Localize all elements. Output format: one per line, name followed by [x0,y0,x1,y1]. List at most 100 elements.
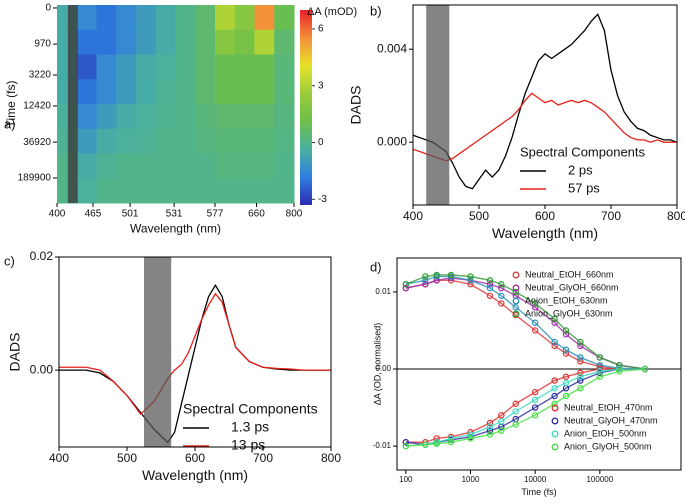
data-point [402,281,410,288]
y-tick-label: 0.000 [377,134,407,148]
data-point [577,377,584,384]
data-point [512,304,519,311]
heatmap-cell [116,178,137,204]
colorbar [300,10,312,205]
series-line [59,284,331,444]
heatmap-cell [96,79,117,105]
heatmap-cell [215,153,236,179]
data-point [467,277,474,284]
heatmap-cell [116,29,137,55]
heatmap-cell [175,79,196,105]
y-tick-label: 12420 [23,101,51,112]
fit-line [405,368,646,447]
heatmap-cell [175,29,196,55]
heatmap-cell [116,153,137,179]
heatmap-cell [175,178,196,204]
data-point [577,338,584,346]
data-point [551,392,558,400]
heatmap-cell [215,29,236,55]
data-point [531,327,539,334]
data-point [486,423,494,431]
legend-label: Neutral_EtOH_470nm [564,402,653,412]
heatmap-cell [96,178,117,204]
data-point [447,271,455,279]
fit-line [405,277,646,370]
y-tick-label: 0.004 [377,41,407,55]
data-point [467,273,474,280]
heatmap-cell [116,79,137,105]
heatmap-cell [195,29,216,55]
x-tick-label: 500 [117,451,137,465]
data-point [551,377,558,384]
x-tick-label: 1000 [462,475,480,484]
shaded-band [144,257,172,447]
heatmap-cell [155,128,176,154]
data-point [512,400,519,407]
heatmap-cell [234,29,255,55]
data-point [467,435,474,442]
x-tick-label: 577 [207,209,224,220]
heatmap-cell [254,153,275,179]
legend-marker [512,297,520,305]
heatmap-cell [96,54,117,80]
heatmap-cell [234,54,255,80]
data-point [498,412,505,419]
heatmap-cell [136,178,157,204]
heatmap-cell [254,178,275,204]
data-point [498,292,505,299]
plot-frame [58,256,332,448]
heatmap-cell [215,178,236,204]
heatmap-cell [234,79,255,105]
data-point [551,385,558,392]
heatmap-cell [234,5,255,31]
heatmap-cell [175,104,196,130]
shaded-band [426,5,450,205]
x-axis-label: Wavelength (nm) [130,221,221,235]
x-tick-label: 531 [166,209,183,220]
heatmap-cell [76,153,97,179]
data-point [512,408,519,415]
x-tick-label: 600 [535,209,555,223]
colorbar-tick-label: 6 [318,24,324,35]
heatmap-cell [155,104,176,130]
heatmap-cell [136,79,157,105]
heatmap-cell [76,104,97,130]
colorbar-tick-label: -3 [318,194,327,205]
heatmap-cell [254,29,275,55]
heatmap-cell [155,153,176,179]
heatmap-cell [175,54,196,80]
heatmap-cell [254,54,275,80]
heatmap-cell [215,128,236,154]
x-tick-label: 400 [403,209,423,223]
y-tick-label: 0 [45,3,51,14]
heatmap-cell [234,153,255,179]
data-point [402,442,410,450]
heatmap-cell [215,5,236,31]
heatmap-cell [274,153,295,179]
fit-line [405,279,646,370]
data-point [562,373,570,380]
y-tick-label: 970 [34,39,51,50]
x-tick-label: 10000 [524,475,547,484]
heatmap-cell [76,128,97,154]
panel-label: c) [4,253,15,268]
fit-line [405,368,646,443]
heatmap-cell [136,5,157,31]
y-axis-label: DADS [7,333,23,372]
data-point [641,365,649,373]
data-point [498,418,505,425]
x-tick-label: 800 [667,209,685,223]
data-point [562,350,570,357]
data-point [531,412,539,419]
data-point [531,404,539,411]
heatmap-cell [76,29,97,55]
x-tick-label: 500 [469,209,489,223]
x-tick-label: 465 [85,209,102,220]
data-point [486,277,494,284]
data-point [596,361,604,369]
data-point [551,319,558,326]
x-tick-label: 600 [185,451,205,465]
heatmap-cell [155,29,176,55]
